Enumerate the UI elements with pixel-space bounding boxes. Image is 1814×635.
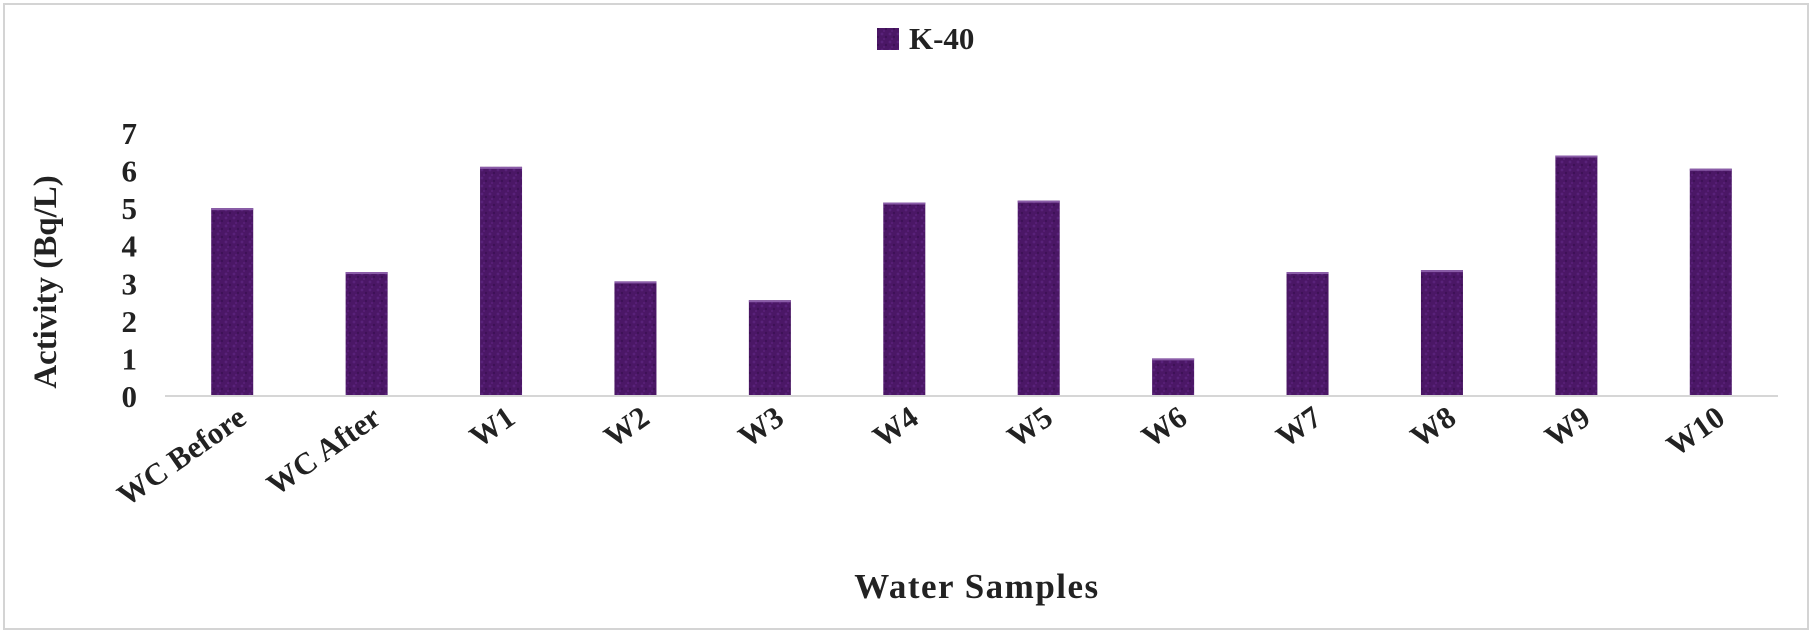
y-axis-title: Activity (Bq/L)	[28, 175, 64, 389]
bar-w1	[480, 166, 523, 396]
x-axis-title: Water Samples	[854, 567, 1099, 606]
y-tick-label: 0	[122, 379, 138, 414]
y-tick-label: 2	[122, 304, 138, 339]
x-tick-label: W2	[597, 399, 655, 454]
bar-w2	[614, 281, 657, 396]
x-tick-label: WC After	[260, 399, 387, 502]
bar-w5	[1017, 200, 1060, 396]
bar-w4	[883, 202, 926, 396]
legend-swatch-k40	[877, 28, 899, 50]
bar-wc-after	[345, 272, 388, 396]
x-tick-label: W10	[1660, 399, 1731, 463]
legend: K-40	[877, 21, 974, 56]
bar-w7	[1286, 272, 1329, 396]
bar-w3	[748, 300, 791, 396]
bar-w6	[1152, 358, 1195, 396]
x-tick-label: WC Before	[111, 399, 253, 513]
x-tick-label: W4	[866, 399, 924, 454]
x-axis-ticks: WC Before WC After W1 W2 W3 W4 W5 W6 W7 W8 W9 W10	[111, 399, 1731, 513]
y-tick-label: 5	[122, 191, 138, 226]
y-tick-label: 3	[122, 266, 138, 301]
x-tick-label: W9	[1538, 399, 1596, 454]
bar-w9	[1555, 155, 1598, 396]
bar-wc-before	[211, 208, 254, 396]
y-tick-label: 1	[122, 341, 138, 376]
x-tick-label: W1	[463, 399, 521, 454]
x-tick-label: W8	[1404, 399, 1462, 454]
bar-w10	[1689, 168, 1732, 396]
y-axis-title-group: Activity (Bq/L)	[28, 175, 64, 389]
bars	[211, 155, 1732, 396]
y-tick-label: 7	[122, 116, 138, 151]
x-tick-label: W6	[1135, 399, 1193, 454]
x-tick-label: W5	[1001, 399, 1059, 454]
y-tick-label: 4	[122, 229, 138, 264]
bar-w8	[1420, 270, 1463, 396]
legend-label-k40: K-40	[909, 21, 974, 56]
x-tick-label: W3	[732, 399, 790, 454]
x-tick-label: W7	[1269, 399, 1327, 454]
y-tick-label: 6	[122, 154, 138, 189]
